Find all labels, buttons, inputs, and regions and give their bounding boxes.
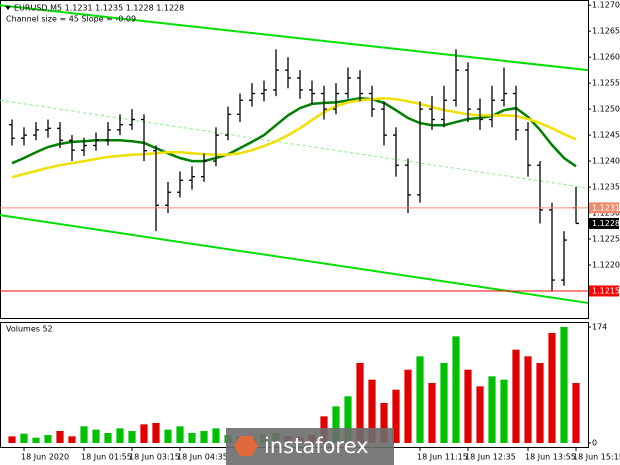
x-tick-label: 18 Jun 11:15: [417, 453, 468, 462]
volume-bar: [416, 356, 424, 443]
volume-bar: [440, 363, 448, 443]
price-tag-label: 1.1215: [592, 286, 620, 295]
watermark: instaforex: [264, 434, 369, 458]
volume-title: Volumes 52: [6, 325, 53, 334]
volume-bar: [356, 363, 364, 443]
volume-bar: [572, 383, 580, 443]
volume-bar: [128, 431, 136, 443]
y-tick-label: 1.1255: [592, 79, 620, 88]
volume-bar: [176, 426, 184, 443]
watermark-logo: instaforex: [226, 428, 394, 465]
volume-bar: [140, 424, 148, 443]
volume-bar: [56, 431, 64, 443]
volume-bar: [500, 379, 508, 443]
price-panel: [0, 0, 589, 319]
moving-average: [11, 96, 577, 179]
y-tick-label: 1.1240: [592, 157, 620, 166]
menu-arrow: [5, 6, 11, 10]
volume-bar: [104, 433, 112, 443]
volume-bar: [524, 356, 532, 443]
price-tag: [589, 217, 619, 229]
volume-bar: [428, 383, 436, 443]
volume-bar: [164, 429, 172, 443]
y-tick-label: 174: [592, 323, 607, 332]
volume-bar: [548, 333, 556, 443]
y-tick-label: 1.1250: [592, 105, 620, 114]
volume-bar: [80, 426, 88, 443]
volume-bar: [20, 433, 28, 443]
volume-bar: [152, 423, 160, 443]
chart-title: EURUSD,M5 1.1231 1.1235 1.1228 1.1228: [14, 4, 184, 13]
volume-bar: [392, 389, 400, 443]
volume-bar: [452, 336, 460, 443]
y-tick-label: 0: [592, 439, 597, 448]
logo-icon: [234, 436, 258, 456]
volume-bar: [404, 369, 412, 443]
price-tag-label: 1.1231: [592, 203, 620, 212]
x-tick-label: 18 Jun 12:35: [465, 453, 516, 462]
y-tick-label: 1.1260: [592, 53, 620, 62]
y-tick-label: 1.1265: [592, 27, 620, 36]
price-tag-label: 1.1228: [592, 219, 620, 228]
volume-bar: [476, 386, 484, 443]
volume-bar: [68, 436, 76, 443]
y-tick-label: 1.1235: [592, 183, 620, 192]
x-tick-label: 18 Jun 15:15: [573, 453, 620, 462]
channel-line: [0, 214, 589, 304]
volume-bar: [332, 406, 340, 443]
volume-bar: [536, 363, 544, 443]
volume-bar: [488, 376, 496, 443]
volume-bar: [200, 431, 208, 443]
y-tick-label: 1.1270: [592, 1, 620, 10]
volume-bar: [188, 433, 196, 443]
volume-bar: [368, 379, 376, 443]
volume-bar: [560, 327, 568, 443]
volume-bar: [212, 428, 220, 443]
x-tick-label: 18 Jun 2020: [21, 453, 69, 462]
y-tick-label: 1.1245: [592, 131, 620, 140]
y-tick-label: 1.1220: [592, 261, 620, 270]
volume-bar: [44, 435, 52, 443]
channel-line: [0, 4, 589, 72]
volume-bar: [512, 349, 520, 443]
price-tag: [589, 285, 619, 297]
volume-bar: [464, 369, 472, 443]
price-tag: [589, 202, 619, 214]
x-tick-label: 18 Jun 13:55: [525, 453, 576, 462]
volume-bar: [344, 396, 352, 443]
volume-bar: [92, 429, 100, 443]
volume-bar: [32, 437, 40, 443]
x-tick-label: 18 Jun 04:35: [177, 453, 228, 462]
volume-bar: [116, 428, 124, 443]
x-tick-label: 18 Jun 01:55: [81, 453, 132, 462]
x-tick-label: 18 Jun 03:15: [129, 453, 180, 462]
y-tick-label: 1.1225: [592, 235, 620, 244]
volume-bar: [380, 403, 388, 443]
volume-bar: [8, 436, 16, 443]
chart-subtitle: Channel size = 45 Slope = -0.09: [6, 15, 136, 24]
